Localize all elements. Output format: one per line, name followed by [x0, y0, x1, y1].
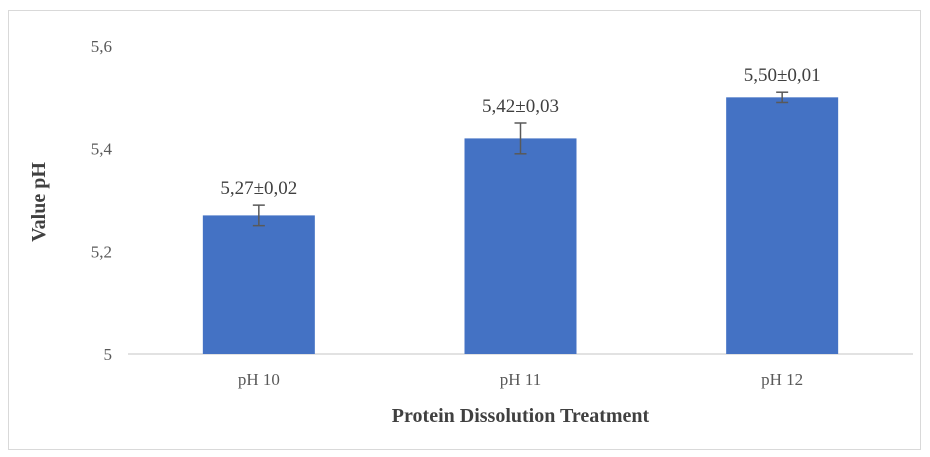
x-tick-label: pH 11 [500, 370, 541, 389]
y-tick-label: 5,4 [91, 140, 113, 159]
data-label: 5,27±0,02 [220, 178, 297, 199]
bar [465, 138, 577, 354]
bar [726, 97, 838, 354]
data-label: 5,50±0,01 [744, 65, 821, 86]
y-tick-label: 5,2 [91, 242, 112, 261]
data-label: 5,42±0,03 [482, 96, 559, 117]
y-tick-label: 5,6 [91, 37, 112, 56]
x-axis-title: Protein Dissolution Treatment [392, 405, 650, 427]
y-axis-title: Value pH [28, 162, 50, 242]
x-tick-label: pH 10 [238, 370, 280, 389]
x-tick-label: pH 12 [761, 370, 803, 389]
y-tick-label: 5 [104, 345, 113, 364]
bar [203, 215, 315, 354]
